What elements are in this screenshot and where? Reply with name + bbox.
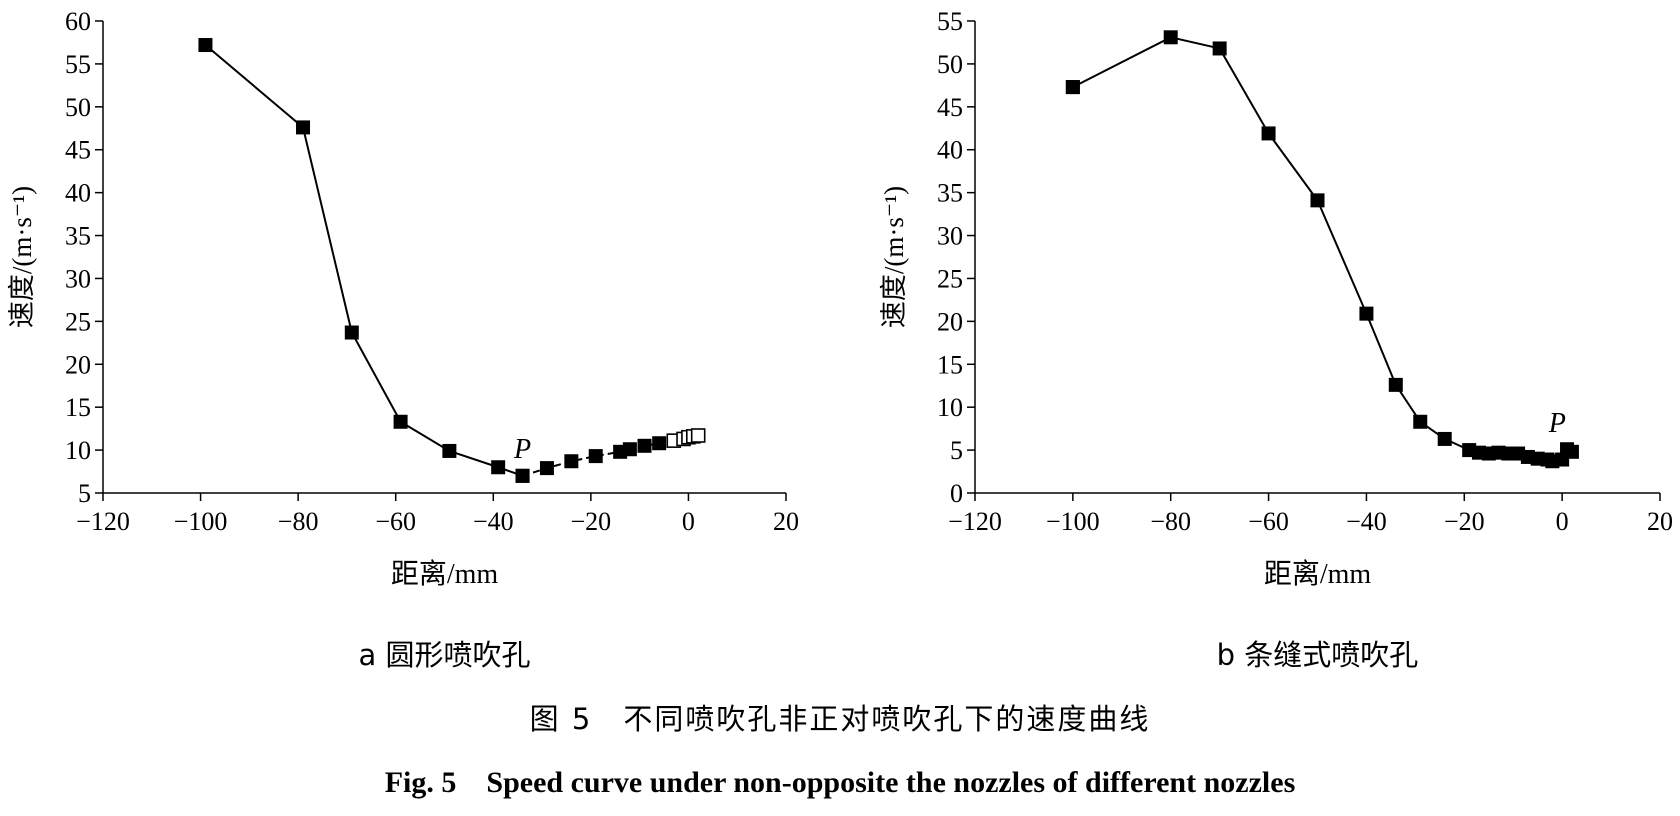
x-tick-label: −40: [473, 507, 514, 536]
y-tick-label: 15: [65, 393, 91, 422]
y-tick-label: 40: [937, 136, 963, 165]
y-tick-label: 35: [65, 222, 91, 251]
x-tick-label: −60: [1248, 507, 1289, 536]
y-tick-label: 20: [937, 307, 963, 336]
x-tick-label: 20: [1647, 507, 1673, 536]
y-tick-label: 45: [937, 93, 963, 122]
series-line-2: [1072, 36, 1573, 463]
y-tick-label: 50: [937, 50, 963, 79]
y-tick-label: 40: [65, 179, 91, 208]
data-point-marker: [622, 442, 637, 457]
data-point-marker: [564, 454, 579, 469]
y-tick-label: 5: [78, 479, 91, 508]
x-tick-label: −20: [1444, 507, 1485, 536]
y-tick-label: 10: [937, 393, 963, 422]
annotation-label: P: [1548, 408, 1566, 439]
x-axis-label: 距离/mm: [391, 558, 499, 590]
data-point-marker: [1359, 306, 1374, 321]
series-line-1: [204, 44, 523, 477]
annotation-label: P: [513, 434, 531, 465]
y-tick-label: 55: [65, 50, 91, 79]
x-tick-label: −60: [375, 507, 416, 536]
x-tick-label: −80: [278, 507, 319, 536]
data-point-marker: [1437, 431, 1452, 446]
y-tick-label: 20: [65, 350, 91, 379]
y-axis-label: 速度/(m·s⁻¹): [7, 186, 37, 328]
x-tick-label: −120: [76, 507, 130, 536]
data-point-marker: [491, 460, 506, 475]
data-point-marker: [515, 468, 530, 483]
y-tick-label: 60: [65, 7, 91, 36]
data-point-marker: [1261, 126, 1276, 141]
x-tick-label: −80: [1150, 507, 1191, 536]
panel-subtitle: a 圆形喷吹孔: [359, 638, 531, 672]
data-point-marker: [1065, 80, 1080, 95]
data-point-marker: [1212, 41, 1227, 56]
data-point-marker: [588, 449, 603, 464]
y-tick-label: 35: [937, 179, 963, 208]
data-point-marker: [637, 438, 652, 453]
x-tick-label: 0: [1556, 507, 1569, 536]
x-tick-label: −100: [174, 507, 228, 536]
chart-panel-b: 0 5 10 15 20 25 30 35 40 45 50 55 −120 −100 −80 −60 −40 −…: [879, 7, 1673, 672]
panel-subtitle: b 条缝式喷吹孔: [1217, 638, 1419, 672]
data-point-marker: [1413, 414, 1428, 429]
data-point-marker: [1163, 30, 1178, 45]
y-tick-label: 25: [65, 307, 91, 336]
y-tick-label: 10: [65, 436, 91, 465]
y-tick-label: 25: [937, 264, 963, 293]
x-tick-label: −40: [1346, 507, 1387, 536]
figure-caption-chinese: 图 5 不同喷吹孔非正对喷吹孔下的速度曲线: [529, 702, 1151, 736]
data-point-marker: [442, 443, 457, 458]
x-axis-label: 距离/mm: [1264, 558, 1372, 590]
y-tick-label: 30: [937, 222, 963, 251]
y-tick-label: 15: [937, 350, 963, 379]
data-point-marker: [393, 414, 408, 429]
data-point-marker: [652, 436, 667, 451]
chart-panel-a: 5 10 15 20 25 30 35 40 45 50 55 60 −120 −100 −80 −60 −40…: [7, 7, 799, 672]
y-tick-label: 45: [65, 136, 91, 165]
data-point-marker: [344, 325, 359, 340]
data-point-marker: [1388, 377, 1403, 392]
x-tick-label: −100: [1046, 507, 1100, 536]
x-tick-label: −20: [571, 507, 612, 536]
data-point-marker: [296, 120, 311, 135]
figure-caption-english: Fig. 5 Speed curve under non-opposite th…: [384, 766, 1296, 799]
y-tick-label: 0: [950, 479, 963, 508]
data-point-marker: [690, 428, 706, 443]
data-point-marker: [1310, 193, 1325, 208]
y-tick-label: 55: [937, 7, 963, 36]
y-axis-label: 速度/(m·s⁻¹): [879, 186, 909, 328]
y-tick-label: 50: [65, 93, 91, 122]
data-point-marker: [198, 38, 213, 53]
y-tick-label: 30: [65, 264, 91, 293]
x-tick-label: 20: [773, 507, 799, 536]
y-tick-label: 5: [950, 436, 963, 465]
data-point-marker: [1564, 444, 1579, 459]
x-tick-label: −120: [948, 507, 1002, 536]
x-tick-label: 0: [682, 507, 695, 536]
data-point-marker: [539, 461, 554, 476]
